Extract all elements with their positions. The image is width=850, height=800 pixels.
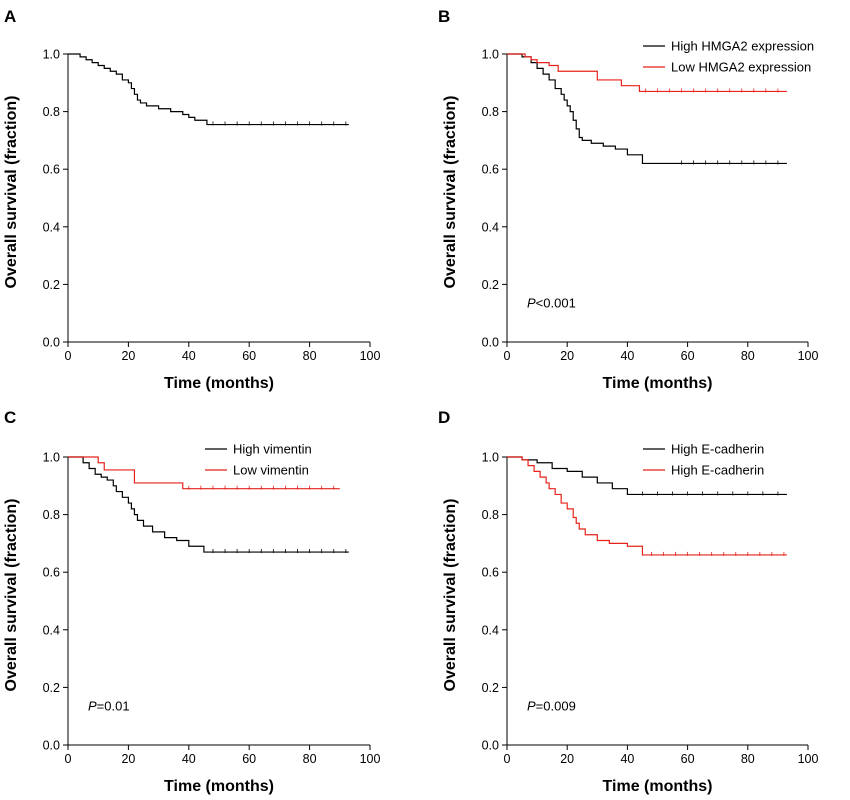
panel-a: A 0 20 40 60 80 100 0.0 0.2 0.4 0.6 0.8 1.0 Time (mon… [3,7,380,392]
legend-label: High E-cadherin [671,442,764,457]
y-tick-label: 0.0 [43,336,60,350]
y-tick-label: 1.0 [482,48,499,62]
p-value-symbol: P [88,698,97,713]
y-axis-title: Overall survival (fraction) [3,499,20,692]
x-tick-label: 60 [242,752,256,766]
p-value-annotation: P<0.001 [527,295,576,310]
x-tick-label: 0 [504,752,511,766]
y-tick-label: 0.8 [482,508,499,522]
y-tick-label: 1.0 [482,451,499,465]
y-tick-label: 0.2 [43,278,60,292]
survival-curve-1 [68,53,349,126]
legend-label: High E-cadherin [671,463,764,478]
y-tick-label: 0.0 [482,739,499,753]
x-tick-label: 20 [121,349,135,363]
survival-curve-1 [507,53,787,165]
y-axis-title: Overall survival (fraction) [3,96,20,289]
p-value-text: =0.009 [536,698,576,713]
y-tick-label: 0.8 [43,508,60,522]
panel-letter: B [438,7,450,26]
y-tick-label: 0.6 [43,566,60,580]
panel-letter: A [4,7,16,26]
x-tick-label: 0 [504,349,511,363]
survival-curve-2 [507,53,787,93]
x-tick-label: 80 [741,349,755,363]
y-tick-label: 0.2 [482,681,499,695]
y-tick-label: 0.2 [482,278,499,292]
x-tick-label: 40 [620,752,634,766]
x-tick-label: 20 [560,752,574,766]
p-value-text: =0.01 [97,698,130,713]
y-tick-label: 0.0 [43,739,60,753]
x-axis-title: Time (months) [164,778,274,795]
y-tick-label: 0.8 [482,105,499,119]
p-value-text: <0.001 [536,295,576,310]
x-tick-label: 40 [182,349,196,363]
y-tick-label: 0.4 [43,623,60,637]
x-tick-label: 20 [121,752,135,766]
x-tick-label: 60 [681,349,695,363]
p-value-symbol: P [527,295,536,310]
survival-curve-2 [507,456,787,556]
x-tick-label: 60 [242,349,256,363]
panel-b: B 0 20 40 60 80 100 0.0 0.2 0.4 0.6 0.8 1.0 Time (mon… [438,7,818,392]
x-axis-title: Time (months) [603,778,713,795]
x-tick-label: 100 [798,349,819,363]
y-axis-title: Overall survival (fraction) [442,96,459,289]
y-tick-label: 0.4 [43,220,60,234]
p-value-annotation: P=0.009 [527,698,576,713]
panel-d: D 0 20 40 60 80 100 0.0 0.2 0.4 0.6 0.8 1.0 Time (mon… [438,408,818,795]
y-tick-label: 0.6 [482,163,499,177]
x-tick-label: 0 [65,349,72,363]
x-axis-title: Time (months) [164,375,274,392]
p-value-annotation: P=0.01 [88,698,130,713]
survival-curve-2 [68,456,340,490]
legend-label: High vimentin [233,442,312,457]
legend-label: Low vimentin [233,463,309,478]
y-tick-label: 1.0 [43,451,60,465]
survival-curve-1 [507,456,787,496]
panel-c: C 0 20 40 60 80 100 0.0 0.2 0.4 0.6 0.8 1.0 Time (mon… [3,408,380,795]
y-tick-label: 0.8 [43,105,60,119]
x-tick-label: 80 [303,752,317,766]
p-value-symbol: P [527,698,536,713]
x-tick-label: 100 [360,752,381,766]
x-tick-label: 80 [303,349,317,363]
y-tick-label: 0.4 [482,220,499,234]
y-tick-label: 0.0 [482,336,499,350]
y-tick-label: 0.6 [43,163,60,177]
y-tick-label: 0.4 [482,623,499,637]
legend-label: High HMGA2 expression [671,39,814,54]
x-tick-label: 60 [681,752,695,766]
x-tick-label: 100 [798,752,819,766]
x-tick-label: 40 [620,349,634,363]
x-tick-label: 40 [182,752,196,766]
panel-letter: C [4,408,16,427]
x-tick-label: 20 [560,349,574,363]
x-tick-label: 80 [741,752,755,766]
x-tick-label: 0 [65,752,72,766]
survival-curve-1 [68,456,349,553]
y-tick-label: 0.2 [43,681,60,695]
legend-label: Low HMGA2 expression [671,60,811,75]
panel-letter: D [438,408,450,427]
y-axis-title: Overall survival (fraction) [442,499,459,692]
x-tick-label: 100 [360,349,381,363]
y-tick-label: 0.6 [482,566,499,580]
x-axis-title: Time (months) [603,375,713,392]
y-tick-label: 1.0 [43,48,60,62]
